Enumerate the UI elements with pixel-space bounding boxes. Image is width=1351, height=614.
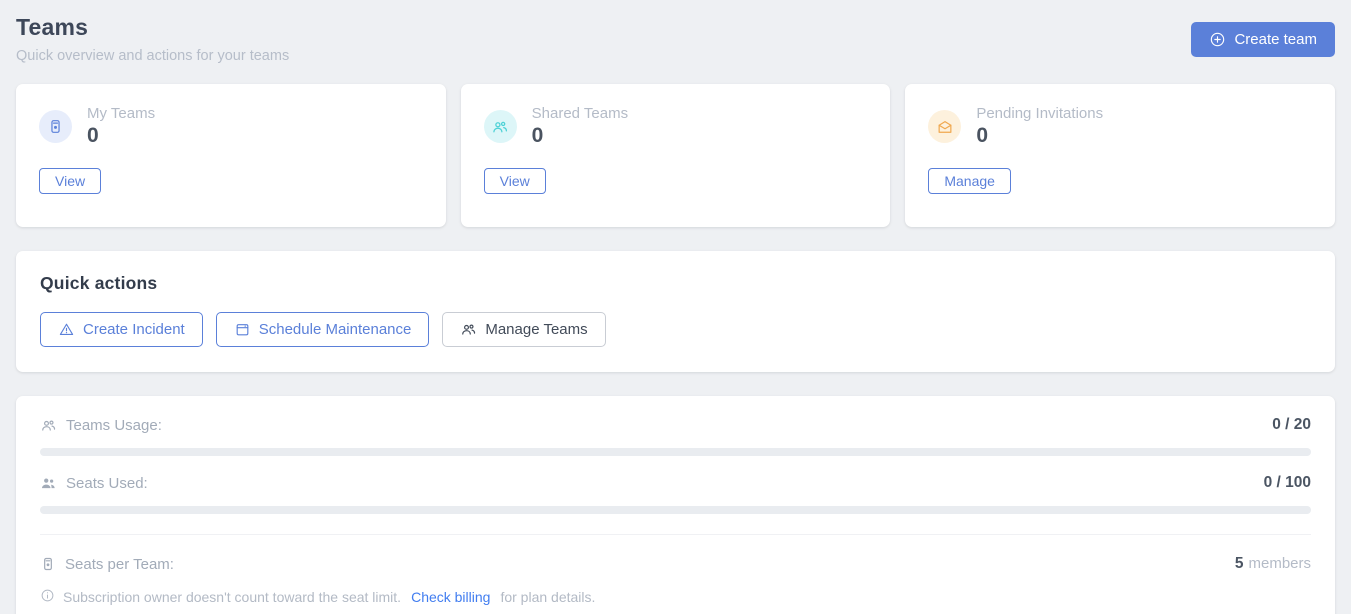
usage-panel: Teams Usage: 0 / 20 Seats Used: 0 / 100	[16, 396, 1335, 614]
my-teams-card: My Teams 0 View	[16, 84, 446, 227]
team-icon	[483, 110, 517, 143]
seats-used-row: Seats Used: 0 / 100	[40, 474, 1311, 492]
pending-invitations-count: 0	[976, 124, 989, 147]
team-icon	[460, 321, 477, 338]
manage-teams-label: Manage Teams	[485, 321, 588, 338]
teams-usage-label: Teams Usage:	[66, 416, 162, 434]
page-title: Teams	[16, 14, 89, 40]
stats-row: My Teams 0 View Shared Teams 0 View	[16, 84, 1335, 227]
seat-limit-note-suffix: for plan details.	[500, 589, 596, 605]
seats-used-progress-bar	[40, 506, 1311, 514]
quick-actions-buttons: Create Incident Schedule Maintenance	[40, 312, 1311, 347]
create-incident-button[interactable]: Create Incident	[40, 312, 203, 347]
shared-teams-view-button[interactable]: View	[483, 168, 546, 194]
teams-usage-label-group: Teams Usage:	[40, 417, 162, 434]
seat-limit-note-text: Subscription owner doesn't count toward …	[63, 589, 402, 605]
pending-invitations-card-header: Pending Invitations 0	[928, 105, 1312, 148]
shared-teams-card: Shared Teams 0 View	[460, 84, 891, 227]
plus-circle-icon	[1209, 31, 1226, 48]
schedule-maintenance-label: Schedule Maintenance	[258, 321, 412, 338]
page-subtitle: Quick overview and actions for your team…	[16, 48, 290, 64]
seats-used-value: 0 / 100	[1263, 474, 1311, 491]
pending-invitations-card: Pending Invitations 0 Manage	[905, 84, 1335, 227]
seats-used-label: Seats Used:	[66, 474, 148, 492]
my-teams-count: 0	[87, 124, 99, 147]
calendar-icon	[234, 321, 251, 338]
create-team-button[interactable]: Create team	[1191, 22, 1335, 57]
pending-invitations-meta: Pending Invitations 0	[976, 105, 1103, 148]
create-team-button-label: Create team	[1234, 31, 1317, 48]
shared-teams-label: Shared Teams	[531, 105, 629, 122]
schedule-maintenance-button[interactable]: Schedule Maintenance	[215, 312, 430, 347]
users-filled-icon	[40, 475, 57, 492]
mail-open-icon	[928, 110, 962, 143]
pending-invitations-manage-button[interactable]: Manage	[928, 168, 1011, 194]
shared-teams-count: 0	[531, 124, 544, 147]
quick-actions-title: Quick actions	[40, 273, 158, 293]
quick-actions-panel: Quick actions Create Incident Schedule	[16, 251, 1335, 372]
teams-usage-value: 0 / 20	[1272, 416, 1311, 433]
seat-limit-note: Subscription owner doesn't count toward …	[40, 588, 1311, 606]
teams-usage-row: Teams Usage: 0 / 20	[40, 416, 1311, 434]
page-header: Teams Quick overview and actions for you…	[16, 14, 1335, 64]
seats-per-team-unit: members	[1248, 555, 1311, 572]
shared-teams-card-header: Shared Teams 0	[483, 105, 868, 148]
seats-per-team-label-group: Seats per Team:	[40, 556, 174, 573]
seats-used-label-group: Seats Used:	[40, 475, 148, 492]
manage-teams-button[interactable]: Manage Teams	[442, 312, 606, 347]
create-incident-label: Create Incident	[83, 321, 185, 338]
seats-per-team-row: Seats per Team: 5 members	[40, 555, 1311, 573]
seats-per-team-number: 5	[1234, 555, 1244, 572]
my-teams-label: My Teams	[87, 105, 156, 122]
teams-usage-progress-bar	[40, 448, 1311, 456]
seats-per-team-value: 5 members	[1235, 555, 1311, 573]
seats-per-team-label: Seats per Team:	[65, 555, 174, 573]
my-teams-card-header: My Teams 0	[39, 105, 423, 148]
my-teams-meta: My Teams 0	[87, 105, 155, 148]
info-icon	[40, 588, 55, 606]
my-teams-view-button[interactable]: View	[39, 168, 102, 194]
usage-divider	[40, 534, 1311, 535]
pending-invitations-label: Pending Invitations	[976, 105, 1104, 122]
shared-teams-meta: Shared Teams 0	[532, 105, 628, 148]
contact-badge-icon	[40, 556, 56, 572]
page-header-text: Teams Quick overview and actions for you…	[16, 14, 289, 64]
warning-triangle-icon	[58, 321, 75, 338]
contact-badge-icon	[39, 110, 72, 143]
check-billing-link[interactable]: Check billing	[411, 589, 491, 605]
team-icon	[40, 417, 57, 434]
